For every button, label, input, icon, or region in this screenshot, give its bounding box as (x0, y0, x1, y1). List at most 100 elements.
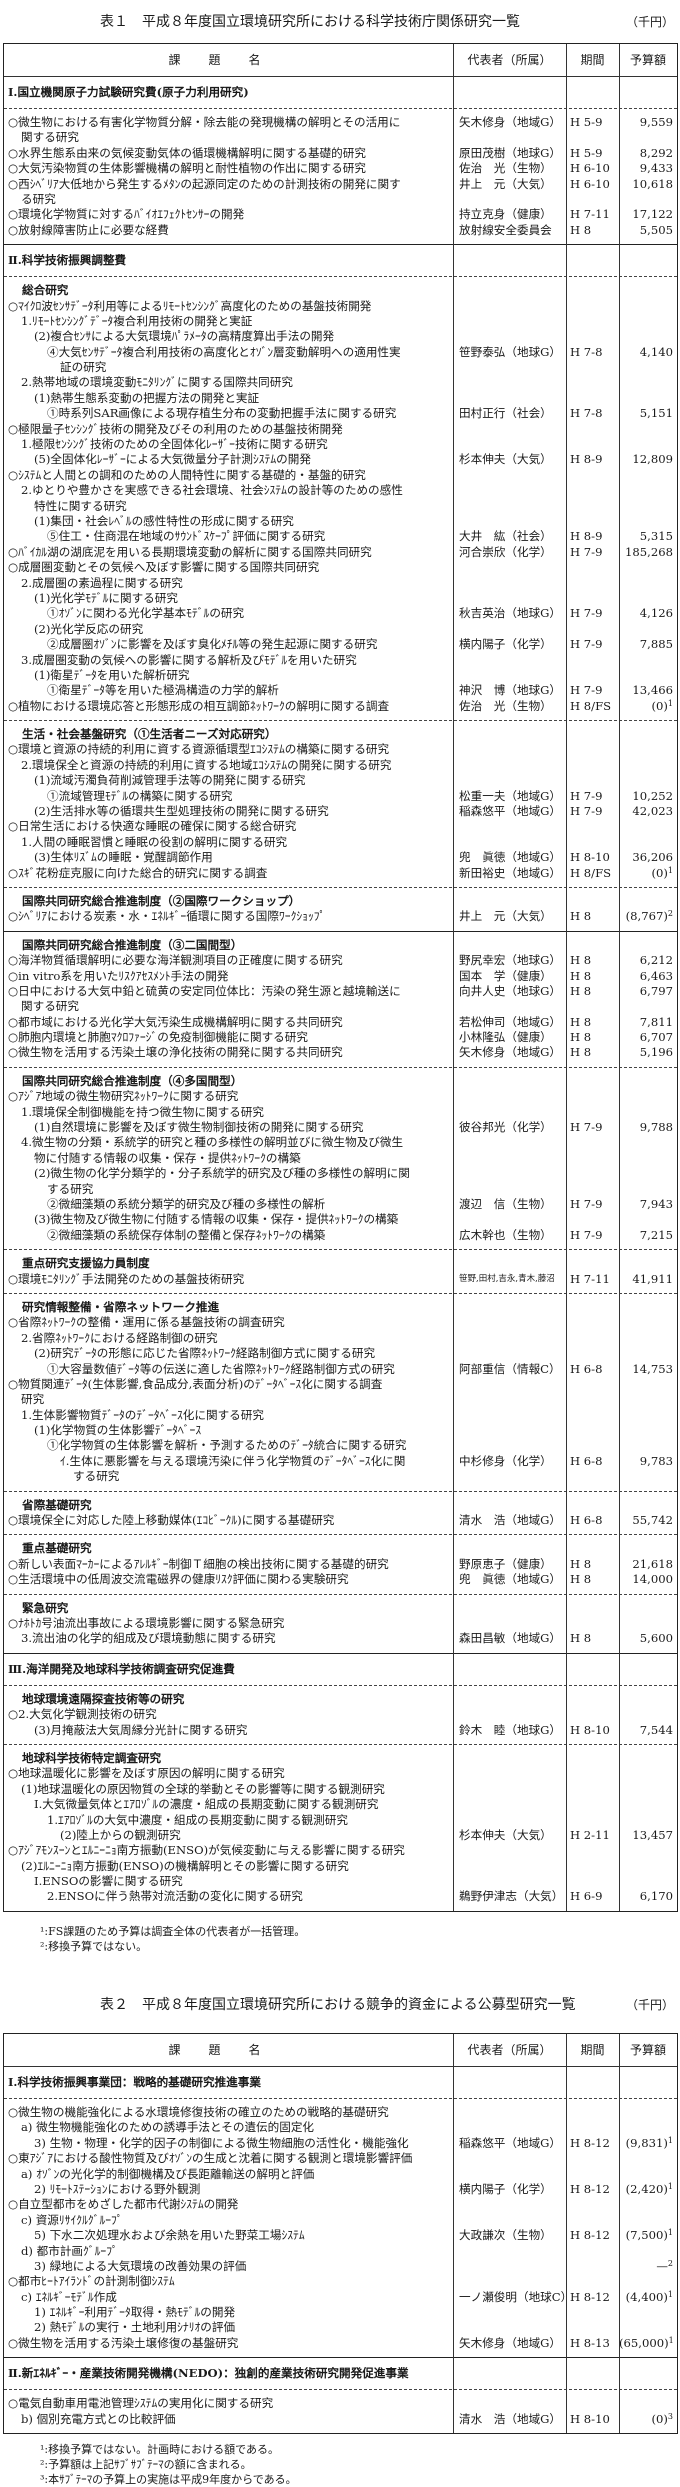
research-title: ○新しい表面ﾏｰｶｰによるｱﾚﾙｷﾞｰ制御Ｔ細胞の検出技術に関する基礎的研究 (8, 1556, 389, 1571)
representative (453, 1256, 566, 1271)
research-title: 2.省際ﾈｯﾄﾜｰｸにおける経路制御の研究 (21, 1330, 218, 1345)
research-title: ○ｼﾍﾞﾘｱにおける炭素・水・ｴﾈﾙｷﾞｰ循環に関する国際ﾜｰｸｼｮｯﾌﾟ (8, 909, 326, 924)
table-row: 3) 生物・物理・化学的因子の制御による微生物細胞の活性化・機能強化 稲森悠平（地… (4, 2136, 677, 2151)
table-block: 重点基礎研究 ○新しい表面ﾏｰｶｰによるｱﾚﾙｷﾞｰ制御Ｔ細胞の検出技術に関する基… (4, 1534, 677, 1593)
representative (453, 560, 566, 575)
period (566, 437, 619, 452)
period (566, 2105, 619, 2120)
table-row: c) 資源ﾘｻｲｸﾙｸﾞﾙｰﾌﾟ (4, 2213, 677, 2228)
representative: 稲森悠平（地域G） (459, 804, 562, 819)
research-title: 証の研究 (60, 360, 107, 375)
budget (619, 437, 677, 452)
budget: 14,000 (619, 1572, 677, 1587)
period: H 7-11 (570, 207, 610, 222)
budget: (0)1 (619, 699, 677, 714)
period (566, 1707, 619, 1722)
research-title: 1.生体影響物質ﾃﾞｰﾀのﾃﾞｰﾀﾍﾞｰｽ化に関する研究 (21, 1407, 264, 1422)
budget-value: 5,600 (639, 1631, 673, 1646)
period (566, 192, 619, 207)
representative (453, 1105, 566, 1120)
budget-value: 6,707 (639, 1030, 673, 1045)
representative: 田村正行（社会） (459, 406, 552, 421)
research-title: c) ｴﾈﾙｷﾞｰﾓﾃﾞﾙ作成 (21, 2289, 117, 2304)
period (566, 2120, 619, 2135)
section-header: Ⅲ.海洋開発及地球科学技術調査研究促進費 (4, 1652, 677, 1685)
budget (619, 1331, 677, 1346)
budget (619, 653, 677, 668)
representative: 向井人史（地球G） (459, 983, 562, 998)
table-row: ⑤住工・住商混在地域のｻｳﾝﾄﾞｽｹｰﾌﾟ評価に関する研究 大井 紘（社会） H 8… (4, 529, 677, 544)
table-row: Ⅰ.科学技術振興事業団：戦略的基礎研究推進事業 (4, 2067, 677, 2098)
period: H 7-9 (570, 683, 603, 698)
budget: (2,420)1 (619, 2182, 677, 2197)
budget (619, 560, 677, 575)
research-title: 1.環境保全制御機能を持つ微生物に関する研究 (21, 1104, 264, 1119)
footnote-marker: 1 (667, 2228, 673, 2238)
column-header-period: 期間 (580, 53, 605, 67)
research-title: (2)複合ｾﾝｻによる大気環境ﾊﾟﾗﾒｰﾀの高精度算出手法の開発 (34, 329, 335, 344)
table-row: ○日常生活における快適な睡眠の確保に関する総合研究 (4, 819, 677, 834)
table-row: 証の研究 (4, 360, 677, 375)
representative (453, 2213, 566, 2228)
representative: 矢木修身（地域G） (459, 115, 562, 129)
table-row: (2)複合ｾﾝｻによる大気環境ﾊﾟﾗﾒｰﾀの高精度算出手法の開発 (4, 329, 677, 344)
budget: 5,196 (619, 1045, 677, 1060)
budget: 185,268 (619, 545, 677, 560)
representative (453, 1707, 566, 1722)
table-row: ｲ.生体に悪影響を与える環境汚染に伴う化学物質のﾃﾞｰﾀﾍﾞｰｽ化に関 中杉修身（… (4, 1454, 677, 1469)
research-title: ○ﾏｲｸﾛ波ｾﾝｻﾃﾞｰﾀ利用等によるﾘﾓｰﾄｾﾝｼﾝｸﾞ高度化のための基盤技術… (8, 298, 372, 313)
budget-value: 4,126 (639, 606, 673, 621)
budget (619, 1859, 677, 1874)
table-row: ②微細藻類の系統保存体制の整備と保存ﾈｯﾄﾜｰｸの構築 広木幹也（生物） H 7-9… (4, 1228, 677, 1243)
budget-value: 7,544 (639, 1722, 673, 1737)
budget (619, 819, 677, 834)
period: H 6-8 (570, 1453, 603, 1468)
representative (453, 1692, 566, 1707)
research-title: Ⅰ.ENSOの影響に関する研究 (34, 1874, 183, 1889)
period (566, 1616, 619, 1631)
table-row: ○都市域における光化学大気汚染生成機構解明に関する共同研究 若松伸司（地域G） H … (4, 1015, 677, 1030)
category-heading: 重点研究支援協力員制度 (4, 1256, 677, 1271)
footnote-marker: 1 (668, 2335, 674, 2345)
table-row: ○大気汚染物質の生体影響機構の解明と耐性植物の作出に関する研究 佐治 光（生物） H… (4, 161, 677, 176)
table2-footnotes: ¹:移換予算ではない。計画時における額である。 ²:予算額は上記ｻﾌﾞｻﾌﾞﾃｰﾏ… (40, 2442, 297, 2487)
period: H 8-10 (570, 850, 610, 865)
research-title: 緊急研究 (22, 1600, 69, 1615)
column-divider (619, 44, 620, 1911)
representative (453, 1135, 566, 1150)
research-title: ○日常生活における快適な睡眠の確保に関する総合研究 (8, 819, 297, 834)
research-title: ②成層圏ｵｿﾞﾝに影響を及ぼす臭化ﾒﾁﾙ等の発生起源に関する研究 (47, 637, 378, 652)
research-title: ○ｱｼﾞｱﾓﾝｽｰﾝとｴﾙﾆｰﾆｮ南方振動(ENSO)が気候変動に与える影響に関… (8, 1843, 405, 1858)
representative: 持立克身（健康） (459, 207, 552, 222)
category-heading: 省際基礎研究 (4, 1498, 677, 1513)
budget: 6,707 (619, 1030, 677, 1045)
table-header: 課題名 代表者（所属） 期間 予算額 (4, 2034, 677, 2067)
period (566, 1315, 619, 1330)
period: H 8-13 (570, 2335, 610, 2350)
table-row: 1) ｴﾈﾙｷﾞｰ利用ﾃﾞｰﾀ取得・熱ﾓﾃﾞﾙの開発 (4, 2305, 677, 2320)
table-row: ○植物における環境応答と形態形成の相互調節ﾈｯﾄﾜｰｸの解明に関する調査 佐治 光… (4, 699, 677, 714)
representative (453, 653, 566, 668)
period: H 8 (570, 953, 592, 968)
budget (619, 1300, 677, 1315)
research-title: 研究情報整備・省際ネットワーク推進 (22, 1299, 220, 1314)
period (566, 1751, 619, 1766)
column-header-title: 課題名 (168, 53, 289, 67)
representative (453, 2197, 566, 2212)
table-row: ○日中における大気中鉛と硫黄の安定同位体比：汚染の発生源と越境輸送に 向井人史（地… (4, 984, 677, 999)
budget (619, 1601, 677, 1616)
representative (453, 1331, 566, 1346)
table-row: (2)研究ﾃﾞｰﾀの形態に応じた省際ﾈｯﾄﾜｰｸ経路制御方式に関する研究 (4, 1346, 677, 1361)
table-row: 1.極限ｾﾝｼﾝｸﾞ技術のための全固体化ﾚｰｻﾞｰ技術に関する研究 (4, 437, 677, 452)
representative: 笹野,田村,吉永,青木,藤沼 (459, 1273, 555, 1284)
period (566, 314, 619, 329)
period (566, 2320, 619, 2335)
period (566, 468, 619, 483)
budget-value: 9,788 (639, 1120, 673, 1135)
research-title: 2.ゆとりや豊かさを実感できる社会環境、社会ｼｽﾃﾑの設計等のための感性 (21, 483, 403, 498)
research-title: ○環境化学物質に対するﾊﾞｲｵｴﾌｪｸﾄｾﾝｻｰの開発 (8, 207, 245, 222)
representative: 新田裕史（地域G） (459, 865, 562, 880)
period (566, 1105, 619, 1120)
budget (619, 1616, 677, 1631)
table-row: 特性に関する研究 (4, 499, 677, 514)
